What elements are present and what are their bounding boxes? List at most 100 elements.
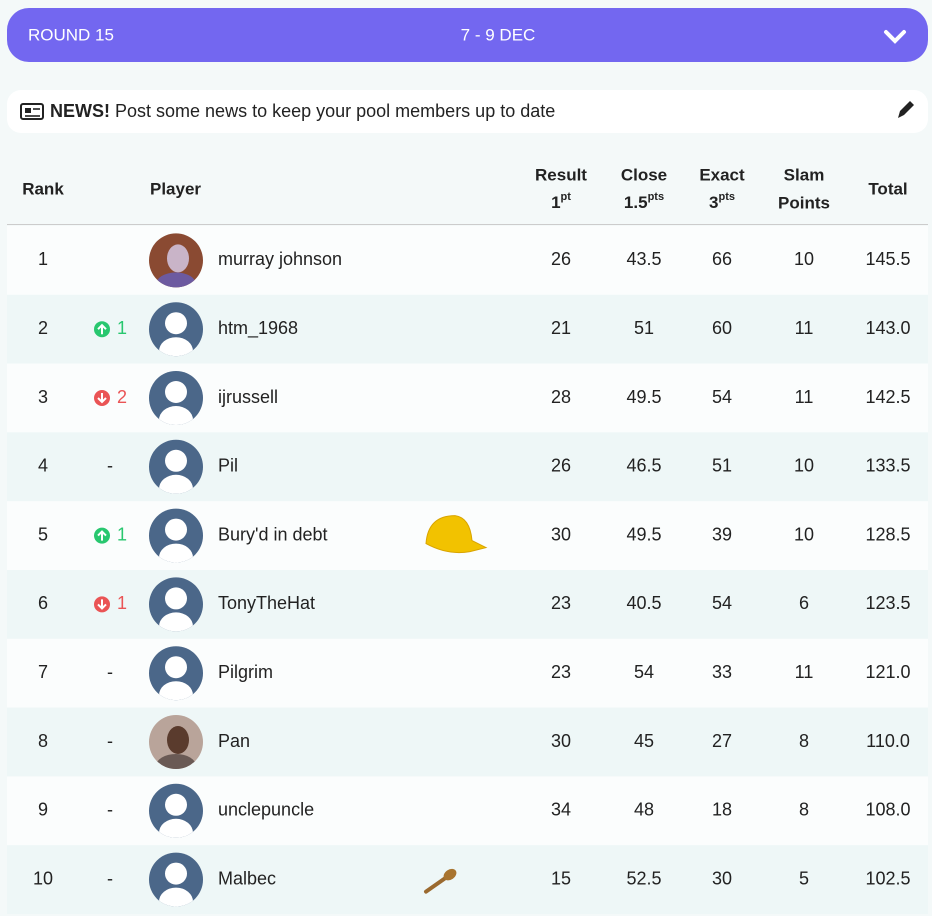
edit-pencil[interactable] xyxy=(898,101,914,118)
news-icon xyxy=(20,103,44,120)
avatar-shoulders xyxy=(159,681,193,701)
close: 49.5 xyxy=(626,387,661,407)
col-player: Player xyxy=(150,179,201,198)
row[interactable]: 2 1 htm_1968 21 51 60 11 143.0 xyxy=(7,294,928,365)
rank: 9 xyxy=(38,800,48,820)
close: 54 xyxy=(634,662,654,682)
rank: 7 xyxy=(38,662,48,682)
row[interactable]: 3 2 ijrussell 28 49.5 54 11 142.5 xyxy=(7,363,928,434)
col-slam: Slam xyxy=(784,165,825,184)
unit: pt xyxy=(561,191,572,203)
row[interactable]: 7 - Pilgrim 23 54 33 11 121.0 xyxy=(7,638,928,709)
close: 45 xyxy=(634,731,654,751)
result: 34 xyxy=(551,800,571,820)
movement-arrow xyxy=(97,393,107,404)
close: 52.5 xyxy=(626,868,661,888)
rank: 2 xyxy=(38,318,48,338)
player-name: Malbec xyxy=(218,868,276,888)
col-close-points: 1.5pts xyxy=(624,191,664,213)
movement-arrow xyxy=(97,599,107,610)
result: 26 xyxy=(551,249,571,269)
slam: 11 xyxy=(795,318,814,338)
row[interactable]: 1 murray johnson 26 43.5 66 10 145.5 xyxy=(7,226,928,296)
news-line: NEWS! Post some news to keep your pool m… xyxy=(50,101,555,121)
close: 48 xyxy=(634,800,654,820)
row[interactable]: 9 - unclepuncle 34 48 18 8 108.0 xyxy=(7,776,928,846)
total: 143.0 xyxy=(865,318,910,338)
total: 133.5 xyxy=(865,456,910,476)
player-name: Bury'd in debt xyxy=(218,524,328,544)
avatar-face xyxy=(167,726,189,754)
badge-spoon-handle xyxy=(424,875,448,894)
slam: 8 xyxy=(799,731,809,751)
slam: 8 xyxy=(799,800,809,820)
avatar-shoulders xyxy=(159,887,193,907)
result: 26 xyxy=(551,456,571,476)
avatar-head xyxy=(165,656,187,679)
player-name: htm_1968 xyxy=(218,318,298,339)
exact: 27 xyxy=(712,731,732,751)
avatar-head xyxy=(165,793,187,816)
movement: - xyxy=(107,662,113,682)
rank: 8 xyxy=(38,731,48,751)
col-exact-points: 3pts xyxy=(709,191,735,213)
avatar-head xyxy=(165,312,187,335)
avatar-shoulders xyxy=(159,406,193,425)
slam: 10 xyxy=(794,249,814,269)
close: 51 xyxy=(634,318,654,338)
player-name: Pil xyxy=(218,456,238,476)
movement: 1 xyxy=(117,593,127,613)
row[interactable]: 8 - Pan 30 45 27 8 110.0 xyxy=(7,707,928,778)
result: 28 xyxy=(551,387,571,407)
total: 121.0 xyxy=(865,662,910,682)
col-close: Close xyxy=(621,165,667,184)
avatar-head xyxy=(165,518,187,541)
row[interactable]: 10 - Malbec 15 52.5 30 5 102.5 xyxy=(7,845,928,915)
result: 30 xyxy=(551,524,571,544)
avatar-head xyxy=(165,587,187,610)
rank: 5 xyxy=(38,524,48,544)
close: 40.5 xyxy=(626,593,661,613)
close: 43.5 xyxy=(626,249,661,269)
points: 1 xyxy=(551,193,560,212)
movement: 1 xyxy=(117,318,127,338)
unit: pts xyxy=(718,191,735,203)
row-bg xyxy=(7,294,928,364)
exact: 66 xyxy=(712,249,732,269)
movement: - xyxy=(107,800,113,820)
total: 142.5 xyxy=(865,387,910,407)
slam: 5 xyxy=(799,868,809,888)
exact: 54 xyxy=(712,387,732,407)
news-box xyxy=(7,90,928,133)
expand-chevron[interactable] xyxy=(884,30,906,44)
slam: 10 xyxy=(794,524,814,544)
result: 15 xyxy=(551,868,571,888)
player-name: unclepuncle xyxy=(218,800,314,820)
movement: - xyxy=(107,456,113,476)
badge-spoon-bowl xyxy=(443,868,457,881)
exact: 30 xyxy=(712,868,732,888)
table-header: Rank Player Total Slam Points Result 1pt C… xyxy=(22,165,907,212)
news-label: NEWS! xyxy=(50,101,110,121)
movement: - xyxy=(107,868,113,888)
avatar-head xyxy=(165,449,187,472)
exact: 18 xyxy=(712,800,732,820)
badge-cap xyxy=(425,515,488,554)
row[interactable]: 4 - Pil 26 46.5 51 10 133.5 xyxy=(7,432,928,502)
movement-arrow xyxy=(97,530,107,541)
avatar-shoulders xyxy=(159,818,193,838)
result: 23 xyxy=(551,593,571,613)
row-bg xyxy=(7,776,928,846)
row[interactable]: 6 1 TonyTheHat 23 40.5 54 6 123.5 xyxy=(7,570,928,640)
row-bg xyxy=(7,845,928,914)
movement: - xyxy=(107,731,113,751)
avatar-shoulders xyxy=(159,474,193,494)
total: 123.5 xyxy=(865,593,910,613)
avatar-shoulders xyxy=(159,337,193,357)
movement: 2 xyxy=(117,387,127,407)
row[interactable]: 5 1 Bury'd in debt 30 49.5 39 10 128.5 xyxy=(7,501,928,571)
round-bar[interactable] xyxy=(7,8,928,62)
col-exact: Exact xyxy=(699,165,745,184)
total: 102.5 xyxy=(865,868,910,888)
avatar-head xyxy=(165,381,187,403)
